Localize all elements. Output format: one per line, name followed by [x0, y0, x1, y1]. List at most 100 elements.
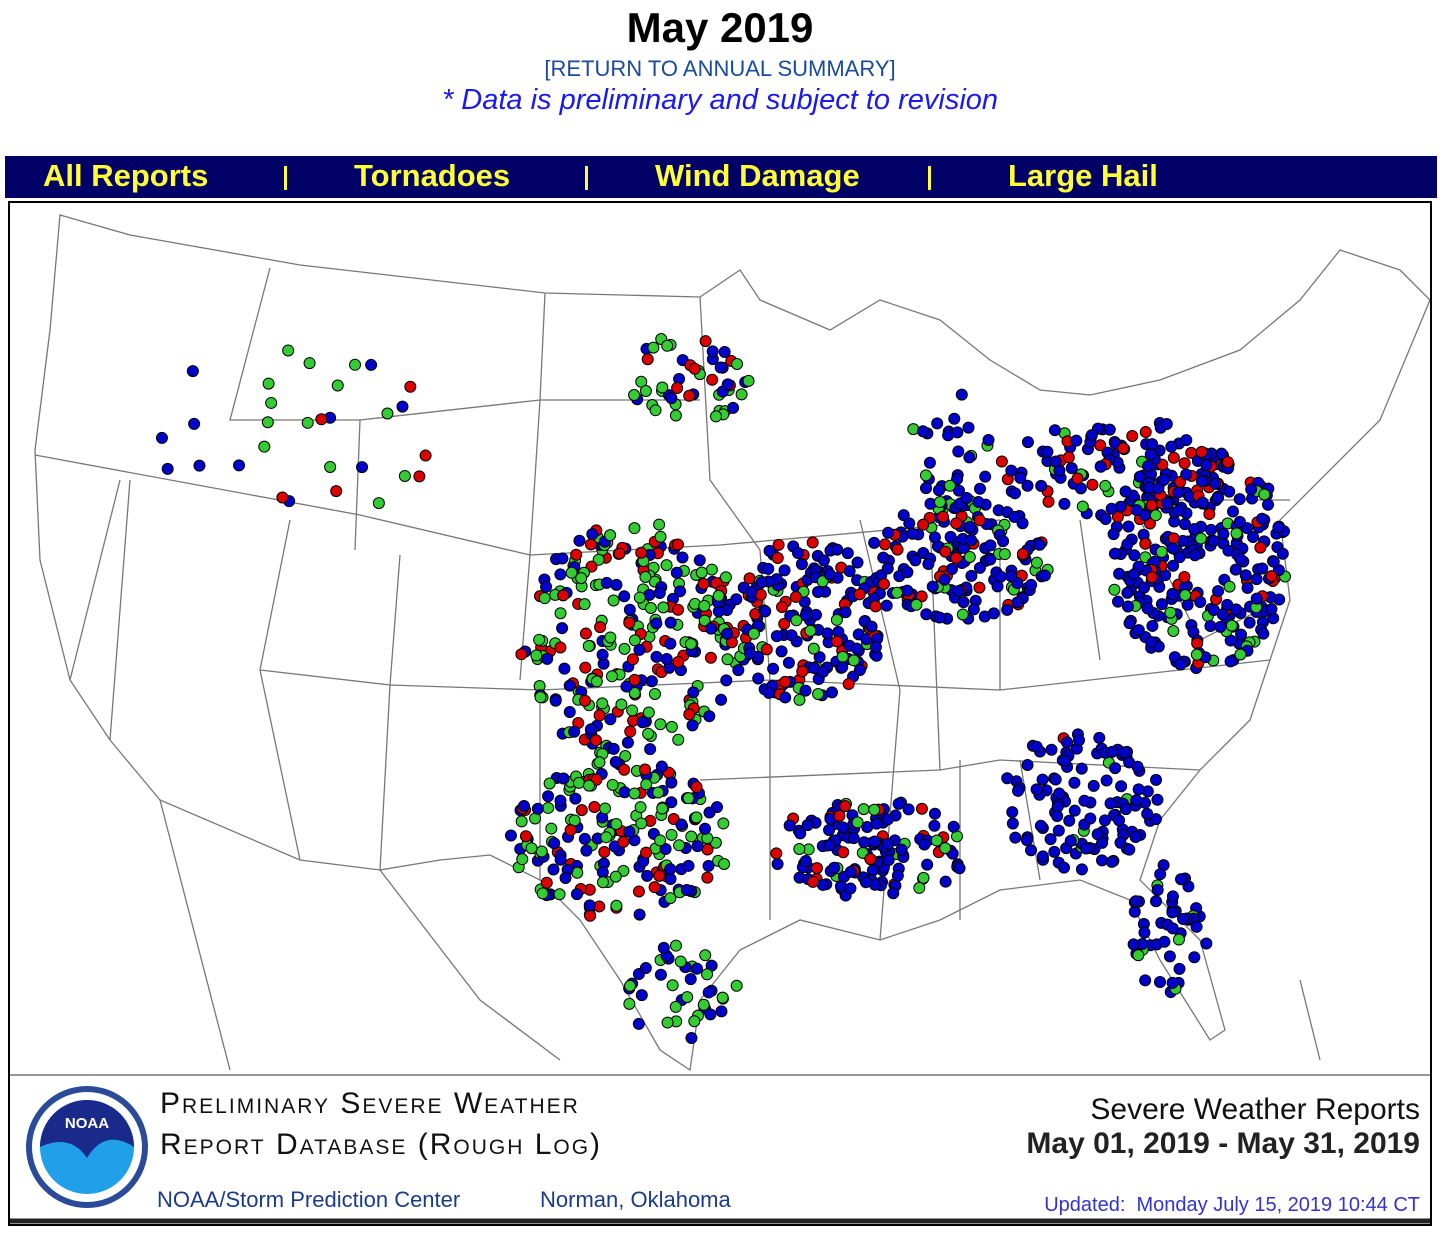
report-dot — [721, 378, 734, 391]
report-dot — [610, 899, 623, 912]
report-dot — [381, 407, 394, 420]
report-dot — [542, 801, 555, 814]
report-dot — [1099, 479, 1112, 492]
report-dot — [647, 341, 660, 354]
report-dot — [948, 412, 961, 425]
report-dot — [730, 593, 743, 606]
report-dot — [1009, 487, 1022, 500]
report-dot — [973, 514, 986, 527]
report-dot — [1207, 604, 1220, 617]
report-dot — [1119, 803, 1132, 816]
report-dot — [869, 640, 882, 653]
report-dot — [553, 888, 566, 901]
report-dot — [628, 787, 641, 800]
report-dot — [695, 566, 708, 579]
report-dot — [1049, 773, 1062, 786]
report-dot — [1053, 787, 1066, 800]
report-dot — [628, 634, 641, 647]
report-dot — [661, 339, 674, 352]
report-dot — [684, 637, 697, 650]
report-dot — [161, 462, 174, 475]
report-dot — [796, 665, 809, 678]
report-dot — [665, 392, 678, 405]
report-dot — [1112, 595, 1125, 608]
report-dot — [799, 684, 812, 697]
report-dot — [1138, 926, 1151, 939]
report-dot — [714, 361, 727, 374]
report-dot — [1016, 517, 1029, 530]
report-dot — [315, 413, 328, 426]
report-dot — [599, 802, 612, 815]
report-dot — [1098, 814, 1111, 827]
report-dot — [957, 596, 970, 609]
report-dot — [783, 819, 796, 832]
report-dot — [365, 358, 378, 371]
report-dot — [1127, 568, 1140, 581]
report-dot — [606, 778, 619, 791]
report-dot — [843, 565, 856, 578]
report-dot — [543, 777, 556, 790]
nav-all-reports[interactable]: All Reports — [43, 158, 209, 193]
report-dot — [831, 635, 844, 648]
report-dot — [943, 479, 956, 492]
report-dot — [535, 845, 548, 858]
report-dot — [1146, 619, 1159, 632]
report-dot — [655, 760, 668, 773]
report-dot — [1174, 658, 1187, 671]
report-dot — [676, 551, 689, 564]
report-dot — [836, 821, 849, 834]
report-dot — [641, 353, 654, 366]
report-dot — [812, 688, 825, 701]
report-dot — [1042, 495, 1055, 508]
report-dot — [549, 694, 562, 707]
report-dot — [698, 614, 711, 627]
report-dot — [640, 846, 653, 859]
report-dot — [1011, 596, 1024, 609]
report-dot — [792, 547, 805, 560]
report-dot — [525, 842, 538, 855]
report-dot — [762, 686, 775, 699]
report-dot — [821, 627, 834, 640]
return-link[interactable]: [RETURN TO ANNUAL SUMMARY] — [544, 56, 896, 81]
map-frame: NOAA Preliminary Severe Weather Report D… — [8, 201, 1432, 1226]
nav-tornadoes[interactable]: Tornadoes — [354, 158, 511, 193]
nav-large-hail[interactable]: Large Hail — [1008, 158, 1158, 193]
report-dot — [836, 650, 849, 663]
report-dot — [1086, 478, 1099, 491]
report-dot — [330, 485, 343, 498]
report-dot — [1163, 950, 1176, 963]
report-dot — [916, 425, 929, 438]
nav-separator — [284, 166, 287, 190]
report-dot — [823, 823, 836, 836]
report-dot — [568, 725, 581, 738]
report-dot — [702, 859, 715, 872]
report-dot — [881, 837, 894, 850]
report-dot — [538, 592, 551, 605]
report-dot — [1160, 418, 1173, 431]
report-dot — [619, 749, 632, 762]
report-dot — [324, 460, 337, 473]
report-dot — [588, 800, 601, 813]
report-dot — [1059, 754, 1072, 767]
nav-wind-damage[interactable]: Wind Damage — [655, 158, 860, 193]
report-dot — [830, 613, 843, 626]
report-dot — [715, 1005, 728, 1018]
report-dot — [265, 396, 278, 409]
report-dot — [504, 829, 517, 842]
report-dot — [891, 869, 904, 882]
report-dot — [541, 652, 554, 665]
report-dot — [1115, 780, 1128, 793]
report-dot — [690, 962, 703, 975]
report-dot — [816, 878, 829, 891]
report-dot — [1149, 813, 1162, 826]
report-dot — [531, 802, 544, 815]
report-dot — [1057, 861, 1070, 874]
report-dot — [642, 706, 655, 719]
report-dot — [882, 854, 895, 867]
report-dot — [1094, 460, 1107, 473]
report-dot — [1025, 844, 1038, 857]
report-dot — [772, 538, 785, 551]
report-dot — [557, 772, 570, 785]
report-dot — [836, 661, 849, 674]
